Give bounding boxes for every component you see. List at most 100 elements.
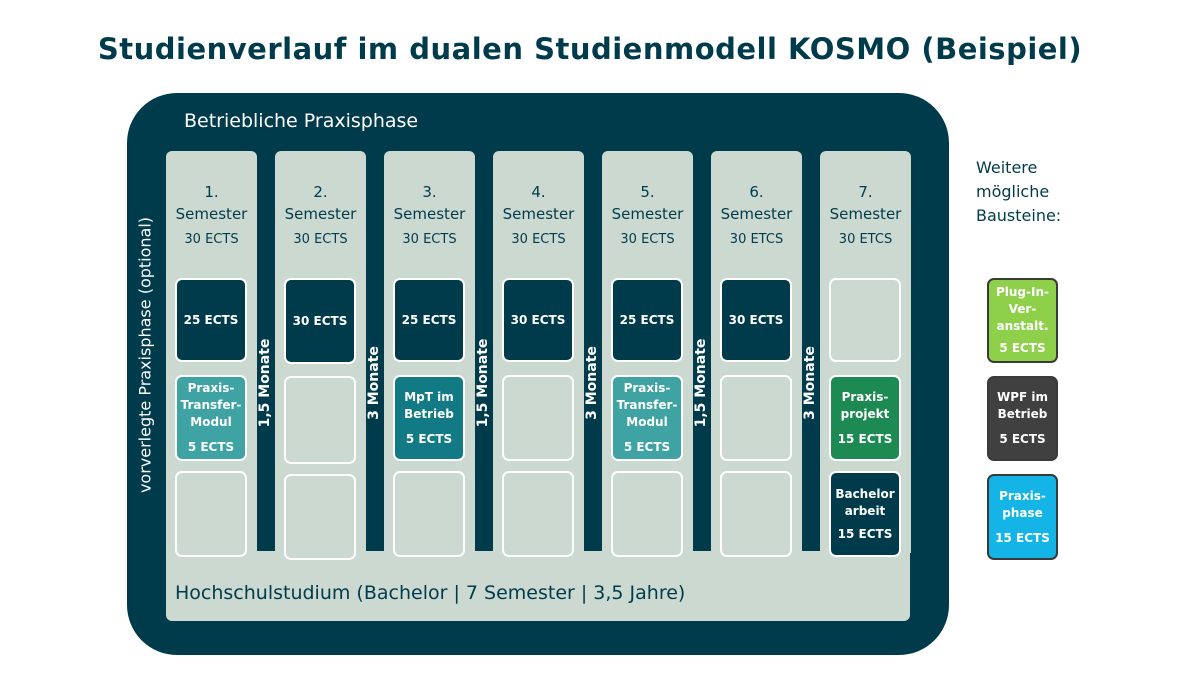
mpt-im-betrieb-box: MpT im Betrieb 5 ECTS	[393, 375, 465, 461]
box-line: Modul	[190, 415, 232, 429]
box-line: Transfer-	[616, 398, 678, 412]
heading-line: Weitere	[976, 158, 1038, 177]
box-line: Praxis-	[841, 389, 889, 404]
empty-slot-box	[175, 471, 247, 557]
semester-ects: 30 ECTS	[511, 232, 566, 247]
bachelorarbeit-box: Bachelor arbeit 15 ECTS	[829, 471, 901, 557]
empty-slot-box	[611, 471, 683, 557]
semester-heading: 3. Semester	[384, 181, 475, 225]
praxis-transfer-modul-box: Praxis- Transfer- Modul 5 ECTS	[175, 375, 247, 461]
praxisphase-label: Betriebliche Praxisphase	[184, 110, 419, 132]
empty-slot-box	[284, 376, 356, 464]
semester-ects: 30 ECTS	[620, 232, 675, 247]
module-ects: 5 ECTS	[999, 432, 1046, 446]
semester-ects: 30 ECTS	[293, 232, 348, 247]
semester-number: 5.	[640, 183, 655, 201]
box-line: Betrieb	[404, 406, 454, 421]
module-ects: 5 ECTS	[999, 341, 1046, 355]
box-line: Praxis-	[187, 381, 235, 395]
wpf-im-betrieb-module: WPF im Betrieb 5 ECTS	[987, 376, 1058, 461]
semester-ects: 30 ETCS	[838, 232, 893, 247]
box-line: Modul	[626, 415, 668, 429]
semester-number: 2.	[313, 183, 328, 201]
study-module-box: 25 ECTS	[393, 278, 465, 362]
praxisphase-module: Praxis- phase 15 ECTS	[987, 474, 1058, 560]
box-line: arbeit	[844, 503, 886, 518]
box-ects: 5 ECTS	[623, 440, 671, 454]
semester-word: Semester	[502, 205, 575, 223]
box-ects: 30 ECTS	[728, 312, 784, 327]
semester-number: 7.	[858, 183, 873, 201]
semester-ects: 30 ETCS	[729, 232, 784, 247]
module-line: phase	[1002, 505, 1043, 520]
module-line: anstalt.	[996, 319, 1049, 333]
semester-word: Semester	[175, 205, 248, 223]
box-ects: 5 ECTS	[405, 431, 453, 446]
study-module-box: 25 ECTS	[611, 278, 683, 362]
box-ects: 5 ECTS	[187, 440, 235, 454]
weitere-bausteine-heading: Weitere mögliche Bausteine:	[976, 156, 1061, 228]
semester-column-2: 2. Semester 30 ECTS 30 ECTS	[275, 151, 366, 560]
plug-in-veranstaltung-module: Plug-In- Ver- anstalt. 5 ECTS	[987, 278, 1058, 363]
hochschulstudium-base	[166, 551, 910, 621]
module-line: Praxis-	[999, 488, 1046, 503]
vorverlegte-praxisphase-text: vorverlegte Praxisphase (optional)	[135, 216, 155, 494]
box-line: Praxis-	[623, 381, 671, 395]
semester-number: 6.	[749, 183, 764, 201]
semester-heading: 5. Semester	[602, 181, 693, 225]
praxisprojekt-box: Praxis- projekt 15 ECTS	[829, 375, 901, 461]
semester-column-3: 3. Semester 30 ECTS 25 ECTS MpT im Betri…	[384, 151, 475, 557]
module-line: WPF im	[996, 390, 1049, 404]
semester-column-1: 1. Semester 30 ECTS 25 ECTS Praxis- Tran…	[166, 151, 257, 557]
box-ects: 30 ECTS	[292, 313, 348, 328]
semester-column-7: 7. Semester 30 ETCS Praxis- projekt 15 E…	[820, 151, 911, 557]
diagram-title: Studienverlauf im dualen Studienmodell K…	[97, 32, 1083, 66]
empty-slot-box	[393, 471, 465, 557]
semester-word: Semester	[284, 205, 357, 223]
semester-number: 1.	[204, 183, 219, 201]
study-module-box: 25 ECTS	[175, 278, 247, 362]
gap-duration-text: 3 Monate	[366, 346, 382, 420]
semester-ects: 30 ECTS	[184, 232, 239, 247]
empty-slot-box	[829, 278, 901, 362]
box-line: Bachelor	[835, 486, 895, 501]
gap-duration-text: 1,5 Monate	[693, 338, 709, 428]
semester-word: Semester	[720, 205, 793, 223]
semester-word: Semester	[393, 205, 466, 223]
gap-duration-text: 1,5 Monate	[475, 338, 491, 428]
empty-slot-box	[502, 375, 574, 461]
semester-heading: 7. Semester	[820, 181, 911, 225]
semester-word: Semester	[829, 205, 902, 223]
semester-number: 3.	[422, 183, 437, 201]
module-ects: 15 ECTS	[995, 530, 1050, 545]
study-module-box: 30 ECTS	[720, 278, 792, 362]
module-line: Plug-In-	[995, 285, 1049, 299]
module-line: Betrieb	[997, 407, 1048, 421]
semester-column-5: 5. Semester 30 ECTS 25 ECTS Praxis- Tran…	[602, 151, 693, 557]
empty-slot-box	[284, 474, 356, 560]
box-line: projekt	[840, 406, 890, 421]
study-module-box: 30 ECTS	[284, 278, 356, 364]
semester-column-6: 6. Semester 30 ETCS 30 ECTS	[711, 151, 802, 557]
box-ects: 15 ECTS	[837, 431, 893, 446]
box-ects: 25 ECTS	[401, 312, 457, 327]
box-ects: 30 ECTS	[510, 312, 566, 327]
semester-column-4: 4. Semester 30 ECTS 30 ECTS	[493, 151, 584, 557]
semester-heading: 1. Semester	[166, 181, 257, 225]
study-module-box: 30 ECTS	[502, 278, 574, 362]
empty-slot-box	[720, 375, 792, 461]
empty-slot-box	[720, 471, 792, 557]
semester-heading: 6. Semester	[711, 181, 802, 225]
module-line: Ver-	[1008, 302, 1037, 316]
semester-heading: 2. Semester	[275, 181, 366, 225]
empty-slot-box	[502, 471, 574, 557]
semester-heading: 4. Semester	[493, 181, 584, 225]
semester-word: Semester	[611, 205, 684, 223]
box-ects: 25 ECTS	[183, 312, 239, 327]
praxis-transfer-modul-box: Praxis- Transfer- Modul 5 ECTS	[611, 375, 683, 461]
box-ects: 15 ECTS	[837, 526, 893, 541]
gap-duration-text: 1,5 Monate	[257, 338, 273, 428]
box-ects: 25 ECTS	[619, 312, 675, 327]
semester-number: 4.	[531, 183, 546, 201]
gap-duration-text: 3 Monate	[802, 346, 818, 420]
